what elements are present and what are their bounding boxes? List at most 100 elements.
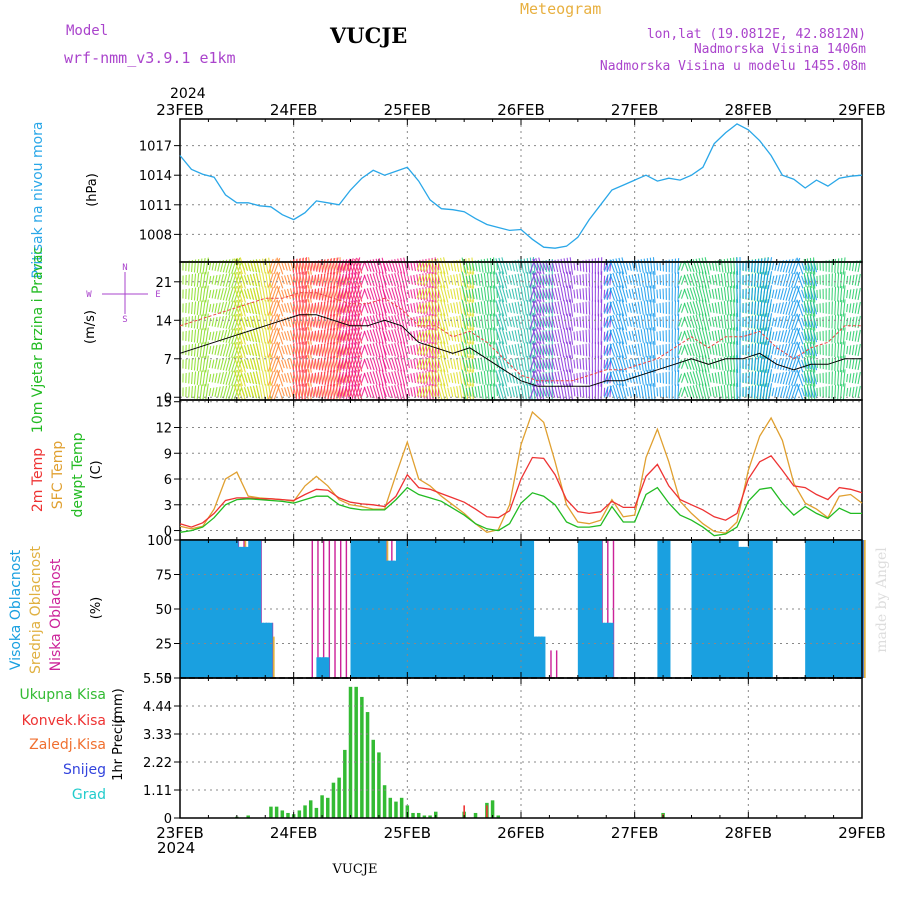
wind-barb <box>397 328 403 344</box>
precip-legend-item: Ukupna Kisa <box>19 687 106 703</box>
wind-barb <box>310 387 313 397</box>
wind-barb <box>366 316 372 328</box>
wind-barb <box>199 272 203 288</box>
wind-barb <box>324 258 329 274</box>
wind-barb <box>489 369 493 387</box>
wind-barb <box>649 327 653 345</box>
wind-barb <box>214 274 218 286</box>
wind-barb <box>520 315 524 329</box>
wind-barb <box>538 271 545 289</box>
wind-barb <box>318 343 323 357</box>
wind-barb <box>848 345 852 355</box>
wind-barb <box>358 275 363 285</box>
wind-barb <box>366 372 372 384</box>
wind-barb <box>337 302 341 314</box>
wind-barb <box>686 274 692 286</box>
wind-barb <box>273 300 281 316</box>
wind-barb <box>649 299 653 317</box>
wind-barb <box>351 369 358 387</box>
wind-barb <box>268 272 274 288</box>
wind-barb <box>640 371 644 385</box>
wind-barb <box>220 386 224 398</box>
wind-barb <box>191 273 193 287</box>
wind-barb <box>360 303 366 313</box>
wind-barb <box>202 272 206 288</box>
wind-barb <box>304 355 308 373</box>
wind-barb <box>523 342 527 358</box>
wind-barb <box>779 330 784 342</box>
cloud-bar-high <box>268 622 273 678</box>
wind-barb <box>542 289 547 299</box>
wind-barb <box>678 317 683 327</box>
wind-barb <box>480 385 484 399</box>
wind-barb <box>459 315 463 329</box>
wind-barb <box>281 331 285 341</box>
wind-barb <box>313 302 317 314</box>
wind-barb <box>211 289 215 299</box>
wind-barb <box>340 273 345 287</box>
wind-barb <box>363 274 369 286</box>
wind-barb <box>217 274 221 286</box>
wind-barb <box>625 373 629 383</box>
wind-barb <box>351 257 358 275</box>
wind-barb <box>468 373 472 383</box>
wind-barb <box>363 330 369 342</box>
wind-barb <box>848 359 852 369</box>
wind-barb <box>301 369 304 387</box>
wind-barb <box>621 369 628 387</box>
wind-barb <box>723 301 727 315</box>
wind-barb <box>382 373 387 383</box>
wind-barb <box>397 356 403 372</box>
wind-barb <box>551 386 556 398</box>
wind-barb <box>717 288 721 300</box>
wind-barb <box>378 384 384 400</box>
precip-bar-total <box>269 806 273 818</box>
wind-barb <box>321 329 326 343</box>
wind-barb <box>631 302 635 314</box>
wind-barb <box>222 357 228 371</box>
wind-barb <box>236 355 243 373</box>
wind-barb <box>756 259 760 273</box>
wind-barb <box>631 316 635 328</box>
wind-barb <box>327 384 333 400</box>
wind-barb <box>450 373 454 383</box>
wind-barb <box>453 302 457 314</box>
wind-barb <box>276 327 284 345</box>
wind-barb <box>456 344 460 356</box>
wind-barb <box>391 357 397 371</box>
wind-barb <box>729 286 733 302</box>
wind-barb <box>244 275 248 285</box>
wind-barb <box>505 345 509 355</box>
wind-barb <box>483 314 487 330</box>
wind-barb <box>582 302 585 314</box>
wind-barb <box>576 275 579 285</box>
wind-barb <box>846 331 849 341</box>
wind-barb <box>324 370 329 386</box>
wind-barb <box>837 258 840 274</box>
wind-barb <box>268 341 272 359</box>
wind-barb <box>298 314 301 330</box>
wind-barb <box>788 286 794 302</box>
wind-barb <box>548 358 553 370</box>
wind-barb <box>753 371 757 385</box>
wind-barb <box>643 342 647 358</box>
wind-barb <box>785 385 791 399</box>
wind-barb <box>750 386 753 398</box>
wind-barb <box>505 303 509 313</box>
wind-barb <box>363 302 369 314</box>
wind-barb <box>318 315 323 329</box>
wind-barb <box>459 371 463 385</box>
wind-barb <box>228 272 234 288</box>
wind-barb <box>378 342 384 358</box>
bottom-day-label: 25FEB <box>384 824 431 842</box>
wind-barb <box>366 386 372 398</box>
wind-barb <box>609 385 616 399</box>
wind-barb <box>188 358 190 370</box>
cloud-bar-high <box>194 540 199 678</box>
wind-barb <box>307 317 310 327</box>
wind-barb <box>388 344 393 356</box>
wind-barb <box>523 356 527 372</box>
wind-barb <box>214 386 218 398</box>
wind-barb <box>762 258 766 274</box>
wind-barb <box>225 343 231 357</box>
